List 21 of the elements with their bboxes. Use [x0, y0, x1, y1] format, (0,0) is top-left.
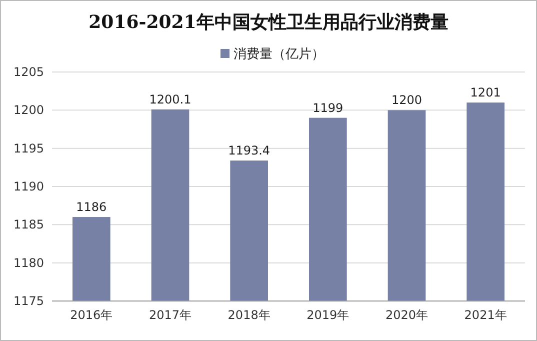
x-tick-label: 2021年: [464, 308, 507, 322]
x-tick-label: 2020年: [385, 308, 428, 322]
y-tick-label: 1180: [13, 256, 44, 270]
y-tick-label: 1205: [13, 65, 44, 79]
data-label: 1201: [470, 86, 501, 100]
legend-label: 消费量（亿片）: [234, 47, 324, 62]
x-tick-label: 2018年: [228, 308, 270, 322]
y-tick-label: 1200: [13, 103, 44, 118]
data-label: 1200: [391, 93, 422, 108]
x-tick-label: 2016年: [70, 308, 113, 322]
y-tick-label: 1175: [13, 294, 44, 308]
x-tick-label: 2017年: [148, 308, 192, 322]
data-label: 1200.1: [149, 92, 192, 106]
y-tick-label: 1195: [13, 141, 44, 156]
data-label: 1193.4: [228, 144, 270, 158]
y-tick-label: 1190: [13, 180, 44, 194]
chart-title: 2016-2021年中国女性卫生用品行业消费量: [88, 12, 448, 33]
x-tick-label: 2019年: [306, 308, 350, 322]
y-tick-label: 1185: [13, 218, 44, 232]
data-label: 1199: [312, 100, 344, 115]
data-label: 1186: [76, 200, 107, 214]
